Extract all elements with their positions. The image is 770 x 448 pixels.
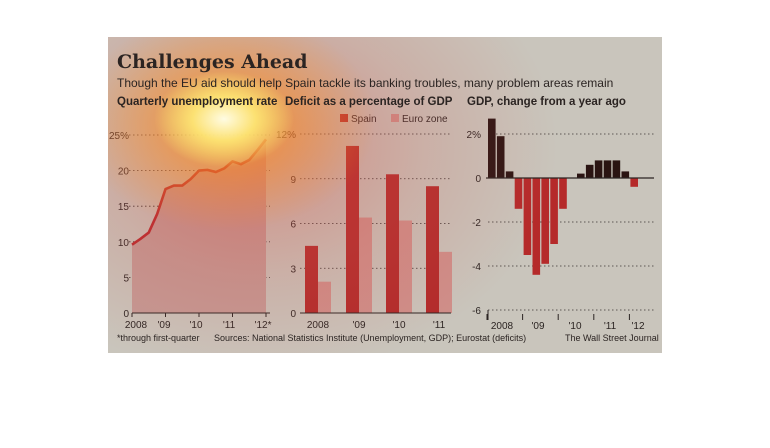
gdp-x-tick-label: 2008: [491, 321, 514, 332]
gdp-y-tick-label: -6: [472, 306, 481, 317]
unemployment-x-tick-label: '09: [157, 320, 170, 331]
gdp-positive-bar: [585, 164, 594, 178]
deficit-x-tick-label: '10: [392, 320, 405, 331]
unemployment-x-tick-label: 2008: [125, 320, 148, 331]
deficit-x-tick-label: '11: [433, 320, 446, 331]
gdp-positive-bar: [594, 160, 603, 178]
gdp-positive-bar: [577, 173, 585, 178]
euro-zone-legend-label: Euro zone: [402, 114, 448, 125]
unemployment-y-tick-label: 5: [123, 273, 129, 284]
deficit-y-tick-label: 9: [290, 175, 296, 186]
gdp-negative-bar: [559, 178, 567, 209]
gdp-positive-bar: [612, 160, 621, 178]
deficit-y-tick-label: 0: [290, 309, 296, 320]
gdp-negative-bar: [532, 178, 541, 275]
gdp-negative-bar: [550, 178, 558, 244]
gdp-x-tick-label: '09: [531, 321, 544, 332]
unemployment-y-tick-label: 15: [118, 202, 130, 213]
gdp-positive-bar: [488, 118, 496, 178]
euro-zone-deficit-bar: [439, 251, 452, 313]
gdp-y-tick-label: 0: [475, 174, 481, 185]
footnote: *through first-quarter: [117, 333, 200, 343]
gdp-y-tick-label: -4: [472, 262, 481, 273]
gdp-negative-bar: [541, 178, 549, 264]
euro-zone-legend-swatch: [391, 114, 399, 122]
gdp-x-tick-label: '10: [568, 321, 581, 332]
unemployment-y-tick-label: 10: [118, 238, 130, 249]
credit: The Wall Street Journal: [565, 333, 659, 343]
deficit-x-tick-label: '09: [352, 320, 365, 331]
gdp-positive-bar: [496, 136, 505, 178]
unemployment-x-tick-label: '10: [189, 320, 202, 331]
deficit-y-tick-label: 6: [290, 220, 296, 231]
graphic-panel: 25% 20 15 10 5 0 2008'09'10'11'12* 12% 9 6 3 0 2008 '…: [108, 37, 662, 353]
sources-note: Sources: National Statistics Institute (…: [214, 333, 527, 343]
spain-deficit-bar: [346, 145, 359, 313]
gdp-chart-title: GDP, change from a year ago: [467, 96, 626, 108]
gdp-positive-bar: [603, 160, 612, 178]
gdp-positive-bar: [505, 171, 514, 178]
unemployment-x-tick-label: '11: [223, 320, 236, 331]
gdp-negative-bar: [523, 178, 532, 255]
spain-deficit-bar: [305, 245, 318, 313]
gdp-negative-bar: [630, 178, 638, 187]
deficit-y-tick-label: 12%: [276, 130, 296, 141]
spain-deficit-bar: [426, 186, 439, 313]
unemployment-y-tick-label: 25%: [109, 131, 129, 142]
gdp-x-tick-label: '11: [604, 321, 617, 332]
graphic-title: Challenges Ahead: [117, 51, 308, 73]
gdp-y-tick-label: 2%: [467, 130, 482, 141]
euro-zone-deficit-bar: [318, 281, 331, 313]
gdp-positive-bar: [621, 171, 630, 178]
gdp-x-tick-label: '12: [631, 321, 644, 332]
unemployment-chart-title: Quarterly unemployment rate: [117, 96, 278, 108]
spain-legend-swatch: [340, 114, 348, 122]
euro-zone-deficit-bar: [399, 220, 412, 313]
unemployment-x-tick-label: '12*: [255, 320, 272, 331]
gdp-y-tick-label: -2: [472, 218, 481, 229]
deficit-chart-title: Deficit as a percentage of GDP: [285, 96, 453, 108]
unemployment-y-tick-label: 0: [123, 309, 129, 320]
deficit-x-tick-label: 2008: [307, 320, 330, 331]
spain-legend-label: Spain: [351, 114, 377, 125]
graphic-subtitle: Though the EU aid should help Spain tack…: [117, 76, 614, 90]
spain-deficit-bar: [386, 174, 399, 313]
euro-zone-deficit-bar: [359, 217, 372, 313]
gdp-negative-bar: [514, 178, 523, 209]
deficit-y-tick-label: 3: [290, 264, 296, 275]
unemployment-y-tick-label: 20: [118, 167, 130, 178]
